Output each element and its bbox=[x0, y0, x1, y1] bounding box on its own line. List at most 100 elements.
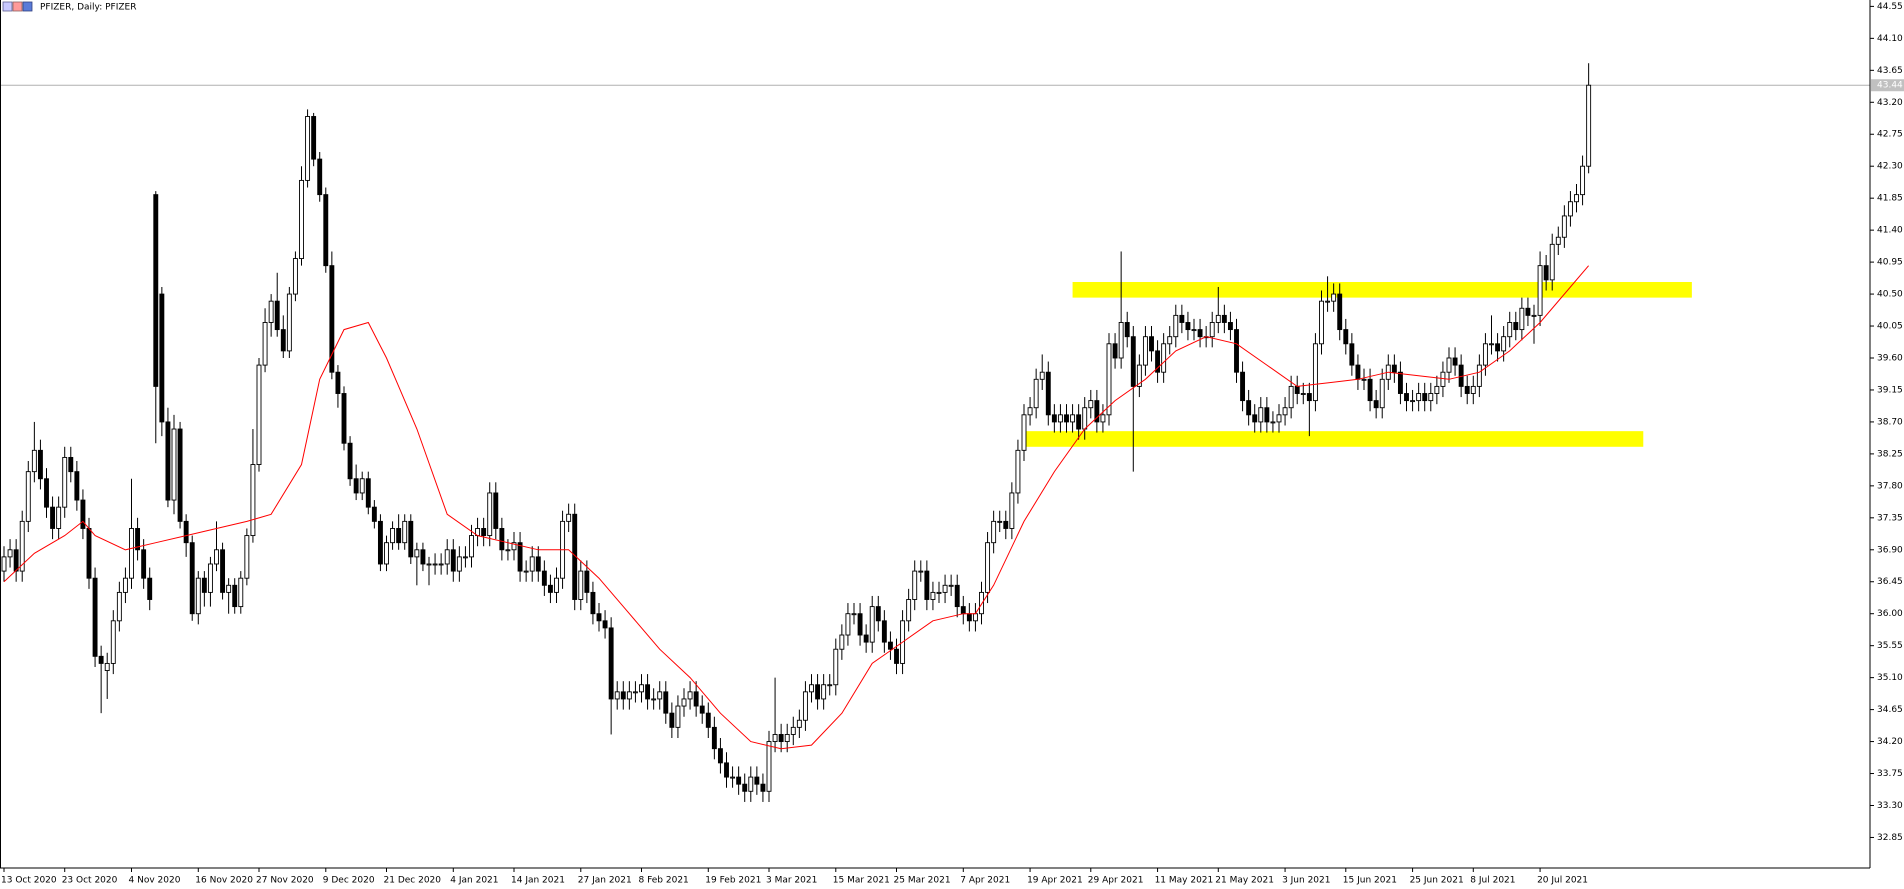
candle-body bbox=[165, 421, 171, 501]
candle-body bbox=[1039, 371, 1045, 380]
x-tick-label: 25 Mar 2021 bbox=[894, 876, 951, 886]
y-tick-label: 40.95 bbox=[1877, 258, 1903, 268]
x-tick-label: 27 Jan 2021 bbox=[578, 876, 632, 886]
x-tick-label: 25 Jun 2021 bbox=[1410, 876, 1464, 886]
candle-body bbox=[1410, 400, 1416, 403]
candle-body bbox=[68, 456, 74, 473]
candle-body bbox=[147, 577, 153, 600]
candle-body bbox=[1525, 307, 1531, 316]
candle-body bbox=[1136, 364, 1142, 387]
candle-body bbox=[645, 684, 651, 700]
candle-body bbox=[377, 520, 383, 565]
y-tick-label: 42.30 bbox=[1877, 162, 1903, 172]
candle-body bbox=[924, 570, 930, 600]
candle-body bbox=[1161, 343, 1167, 373]
candle-body bbox=[881, 620, 887, 643]
y-tick-label: 44.55 bbox=[1877, 2, 1903, 12]
candle-body bbox=[1343, 329, 1349, 345]
candle-body bbox=[614, 691, 620, 700]
x-tick-label: 29 Apr 2021 bbox=[1088, 876, 1144, 886]
candle-body bbox=[214, 549, 219, 565]
candle-body bbox=[1537, 265, 1543, 316]
candle-body bbox=[1574, 194, 1579, 203]
candle-body bbox=[894, 648, 899, 664]
candle-body bbox=[1, 556, 7, 572]
candle-body bbox=[1045, 371, 1051, 416]
candle-body bbox=[1094, 400, 1100, 423]
candle-body bbox=[997, 520, 1003, 523]
y-tick-label: 40.05 bbox=[1877, 322, 1903, 332]
candle-body bbox=[663, 691, 669, 714]
candle-body bbox=[292, 258, 298, 295]
y-tick-label: 43.65 bbox=[1877, 66, 1903, 76]
candle-body bbox=[1149, 336, 1154, 352]
y-tick-label: 35.55 bbox=[1877, 641, 1903, 651]
candle-body bbox=[414, 549, 420, 558]
candle-body bbox=[845, 613, 851, 636]
candle-body bbox=[299, 179, 304, 260]
candle-body bbox=[979, 591, 984, 615]
candle-body bbox=[1543, 265, 1549, 281]
candle-body bbox=[335, 371, 341, 394]
candle-body bbox=[1349, 343, 1355, 366]
candle-body bbox=[857, 613, 863, 636]
candle-body bbox=[98, 655, 104, 664]
candle-body bbox=[1355, 364, 1361, 380]
candle-body bbox=[936, 591, 942, 594]
candle-body bbox=[1051, 414, 1057, 423]
candle-body bbox=[1507, 322, 1513, 338]
candle-body bbox=[875, 606, 881, 622]
candle-body bbox=[1258, 407, 1264, 423]
candle-body bbox=[171, 428, 177, 501]
candle-body bbox=[760, 783, 766, 792]
candle-body bbox=[554, 577, 559, 593]
x-tick-label: 11 May 2021 bbox=[1155, 876, 1214, 886]
candle-body bbox=[129, 528, 134, 579]
candle-body bbox=[1501, 336, 1507, 352]
candle-body bbox=[590, 591, 596, 615]
candle-body bbox=[1337, 293, 1343, 331]
candle-body bbox=[177, 428, 183, 522]
candle-body bbox=[341, 393, 347, 444]
candle-body bbox=[1130, 336, 1136, 387]
candle-body bbox=[13, 549, 19, 572]
candle-body bbox=[1003, 520, 1009, 529]
candle-body bbox=[1240, 371, 1246, 402]
candle-body bbox=[602, 620, 608, 629]
y-tick-label: 36.90 bbox=[1877, 545, 1903, 555]
y-tick-label: 38.70 bbox=[1877, 417, 1903, 427]
candle-body bbox=[1416, 393, 1422, 402]
candle-body bbox=[122, 577, 128, 593]
candle-body bbox=[930, 591, 936, 600]
candle-body bbox=[7, 549, 13, 558]
candle-body bbox=[499, 528, 505, 551]
candle-body bbox=[1070, 414, 1076, 423]
x-tick-label: 15 Jun 2021 bbox=[1343, 876, 1397, 886]
candle-body bbox=[31, 449, 37, 473]
x-tick-label: 19 Feb 2021 bbox=[705, 876, 761, 886]
candle-body bbox=[450, 549, 456, 572]
candle-body bbox=[305, 116, 311, 181]
candle-body bbox=[766, 741, 772, 792]
candle-body bbox=[462, 556, 468, 559]
y-tick-label: 40.50 bbox=[1877, 290, 1903, 300]
candle-body bbox=[1391, 364, 1397, 373]
candle-body bbox=[444, 549, 450, 565]
candle-body bbox=[809, 684, 814, 693]
candle-body bbox=[1088, 400, 1094, 409]
candle-body bbox=[541, 570, 547, 586]
candle-body bbox=[821, 684, 827, 700]
candle-body bbox=[620, 691, 626, 700]
x-tick-label: 19 Apr 2021 bbox=[1027, 876, 1083, 886]
candle-body bbox=[1489, 343, 1494, 346]
candle-body bbox=[141, 549, 147, 579]
candle-body bbox=[426, 563, 432, 566]
candle-body bbox=[869, 606, 875, 643]
candle-body bbox=[25, 471, 31, 522]
candle-body bbox=[1282, 407, 1288, 416]
candle-body bbox=[1179, 314, 1185, 323]
y-tick-label: 37.80 bbox=[1877, 481, 1903, 491]
candle-body bbox=[772, 734, 778, 743]
moving-average-line bbox=[3, 265, 1589, 750]
candle-body bbox=[238, 577, 244, 608]
